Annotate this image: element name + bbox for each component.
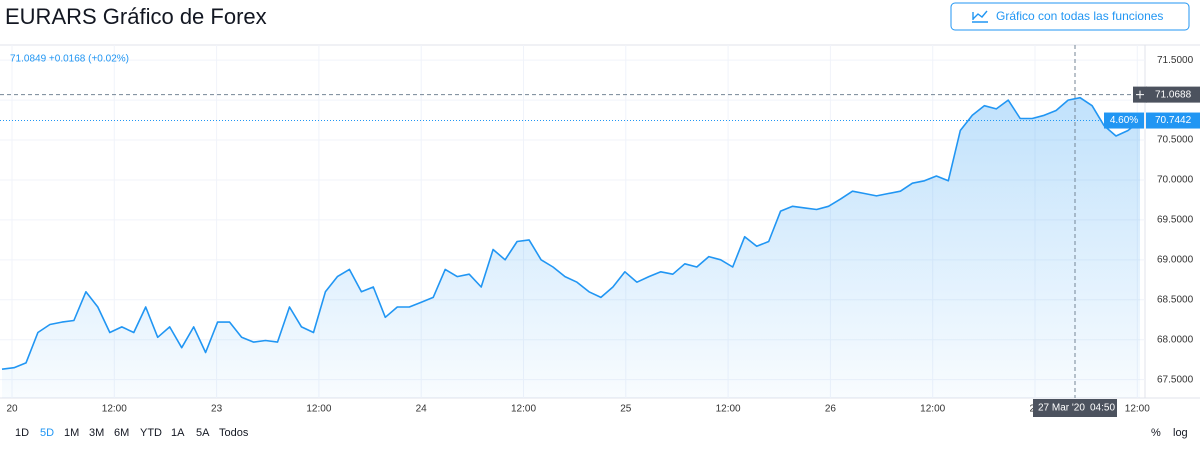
y-tick-label: 67.5000 bbox=[1157, 374, 1194, 385]
area bbox=[2, 97, 1140, 398]
x-tick-label: 12:00 bbox=[102, 404, 127, 415]
y-tick-label: 70.0000 bbox=[1157, 175, 1194, 186]
x-tick-label: 12:00 bbox=[511, 404, 536, 415]
crosshair-time-box bbox=[1033, 399, 1117, 417]
axis-option[interactable]: % bbox=[1151, 427, 1161, 439]
y-tick-label: 68.0000 bbox=[1157, 334, 1194, 345]
last-change-box bbox=[1104, 112, 1144, 129]
x-tick-label: 20 bbox=[6, 404, 18, 415]
x-tick-label: 12:00 bbox=[1125, 404, 1150, 415]
range-button[interactable]: 6M bbox=[114, 427, 129, 439]
y-tick-label: 71.5000 bbox=[1157, 55, 1194, 66]
full-chart-button[interactable] bbox=[950, 2, 1190, 31]
y-tick-label: 70.5000 bbox=[1157, 135, 1194, 146]
last-price-box bbox=[1146, 112, 1200, 129]
last-change: 4.60% bbox=[1110, 115, 1138, 126]
x-tick-label: 24 bbox=[416, 404, 428, 415]
button-label: Gráfico con todas las funciones bbox=[996, 9, 1163, 23]
range-button[interactable]: 5A bbox=[196, 427, 210, 439]
x-tick-label: 12:00 bbox=[716, 404, 741, 415]
toolbar: 1D 5D 1M 3M 6M YTD 1A 5A Todos% log bbox=[15, 427, 1188, 439]
y-tick-label: 68.5000 bbox=[1157, 294, 1194, 305]
axis-option[interactable]: log bbox=[1173, 427, 1188, 439]
x-tick-label: 23 bbox=[211, 404, 223, 415]
range-button[interactable]: 1M bbox=[64, 427, 79, 439]
crosshair-date: 27 Mar '20 bbox=[1038, 403, 1085, 414]
price-line bbox=[1, 96, 1141, 370]
x-tick-label: 26 bbox=[825, 404, 837, 415]
x-tick-label: 12:00 bbox=[306, 404, 331, 415]
x-tick-label: 25 bbox=[620, 404, 632, 415]
crosshair-plus bbox=[1136, 90, 1144, 99]
range-button[interactable]: YTD bbox=[140, 427, 162, 439]
legend: 71.0849 +0.0168 (+0.02%) bbox=[10, 54, 129, 65]
range-button[interactable]: 3M bbox=[89, 427, 104, 439]
range-button[interactable]: Todos bbox=[219, 427, 249, 439]
last-price: 70.7442 bbox=[1155, 115, 1192, 126]
range-button[interactable]: 5D bbox=[40, 427, 54, 439]
y-tick-label: 69.5000 bbox=[1157, 215, 1194, 226]
crosshair-price-box bbox=[1146, 86, 1200, 103]
page-title: EURARS Gráfico de Forex bbox=[5, 4, 267, 29]
plot bbox=[0, 45, 1145, 398]
range-button[interactable]: 1A bbox=[171, 427, 185, 439]
range-button[interactable]: 1D bbox=[15, 427, 29, 439]
button-icon bbox=[972, 10, 988, 23]
crosshair-time: 04:50 bbox=[1090, 403, 1115, 414]
x-tick-label: 12:00 bbox=[920, 404, 945, 415]
y-tick-label: 69.0000 bbox=[1157, 254, 1194, 265]
crosshair-price: 71.0688 bbox=[1155, 89, 1192, 100]
